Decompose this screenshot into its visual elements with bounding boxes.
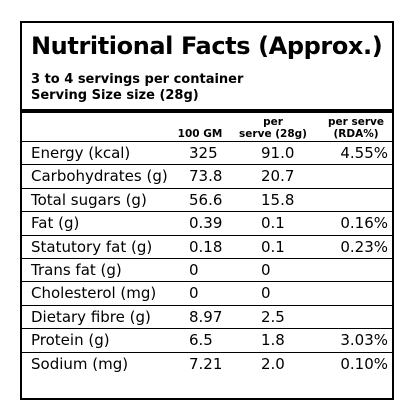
- nutrient-name: Sodium (mg): [31, 354, 129, 373]
- nutrient-name: Energy (kcal): [31, 144, 131, 162]
- column-header-rda: per serve (RDA%): [318, 116, 394, 140]
- table-row: Fat (g) 0.39 0.1 0.16%: [22, 211, 392, 234]
- value-per-100g: 0.18: [189, 237, 223, 256]
- panel-title: Nutritional Facts (Approx.): [31, 32, 383, 60]
- value-per-100g: 0: [189, 260, 199, 279]
- column-header-per-serve-line1: per: [263, 116, 283, 128]
- value-per-serve: 91.0: [261, 144, 295, 162]
- nutrient-name: Trans fat (g): [31, 260, 122, 279]
- table-row: Statutory fat (g) 0.18 0.1 0.23%: [22, 234, 392, 258]
- nutrient-name: Total sugars (g): [31, 190, 147, 209]
- column-header-per-serve: per serve (28g): [235, 116, 311, 140]
- value-per-serve: 20.7: [261, 167, 295, 186]
- thick-divider: [22, 109, 392, 113]
- column-header-100g-label: 100 GM: [177, 128, 223, 140]
- column-header-per-serve-line2: serve (28g): [239, 128, 307, 140]
- value-rda-percent: 3.03%: [340, 331, 388, 350]
- table-row: Protein (g) 6.5 1.8 3.03%: [22, 328, 392, 351]
- value-per-serve: 15.8: [261, 190, 295, 209]
- value-per-100g: 6.5: [189, 331, 213, 350]
- table-row: Sodium (mg) 7.21 2.0 0.10%: [22, 351, 392, 375]
- value-rda-percent: 0.16%: [340, 214, 388, 233]
- value-rda-percent: 4.55%: [340, 144, 388, 162]
- value-per-serve: 0.1: [261, 214, 285, 233]
- value-per-100g: 0: [189, 284, 199, 303]
- value-rda-percent: 0.10%: [340, 354, 388, 373]
- value-per-serve: 2.0: [261, 354, 285, 373]
- value-per-100g: 7.21: [189, 354, 223, 373]
- value-per-serve: 0: [261, 260, 271, 279]
- table-row: Carbohydrates (g) 73.8 20.7: [22, 164, 392, 187]
- column-header-100g: 100 GM: [174, 128, 226, 140]
- value-per-serve: 1.8: [261, 331, 285, 350]
- value-per-serve: 0: [261, 284, 271, 303]
- value-per-100g: 56.6: [189, 190, 223, 209]
- nutrient-table: Energy (kcal) 325 91.0 4.55% Carbohydrates (…: [22, 141, 392, 375]
- nutrient-name: Protein (g): [31, 331, 110, 350]
- value-per-100g: 73.8: [189, 167, 223, 186]
- table-row: Dietary fibre (g) 8.97 2.5: [22, 304, 392, 328]
- value-per-100g: 325: [189, 144, 218, 162]
- table-row: Energy (kcal) 325 91.0 4.55%: [22, 141, 392, 164]
- column-header-rda-line2: (RDA%): [333, 128, 379, 140]
- table-row: Cholesterol (mg) 0 0: [22, 281, 392, 304]
- nutrient-name: Carbohydrates (g): [31, 167, 168, 186]
- nutrient-name: Statutory fat (g): [31, 237, 153, 256]
- nutrition-facts-panel: Nutritional Facts (Approx.) 3 to 4 servi…: [20, 21, 394, 400]
- table-row: Total sugars (g) 56.6 15.8: [22, 187, 392, 211]
- nutrient-name: Dietary fibre (g): [31, 307, 151, 326]
- nutrient-name: Fat (g): [31, 214, 80, 233]
- value-per-100g: 8.97: [189, 307, 223, 326]
- column-header-rda-line1: per serve: [328, 116, 384, 128]
- value-rda-percent: 0.23%: [340, 237, 388, 256]
- servings-per-container: 3 to 4 servings per container: [31, 72, 244, 87]
- value-per-serve: 2.5: [261, 307, 285, 326]
- value-per-serve: 0.1: [261, 237, 285, 256]
- nutrient-name: Cholesterol (mg): [31, 284, 157, 303]
- value-per-100g: 0.39: [189, 214, 223, 233]
- table-row: Trans fat (g) 0 0: [22, 257, 392, 281]
- serving-size: Serving Size size (28g): [31, 88, 199, 103]
